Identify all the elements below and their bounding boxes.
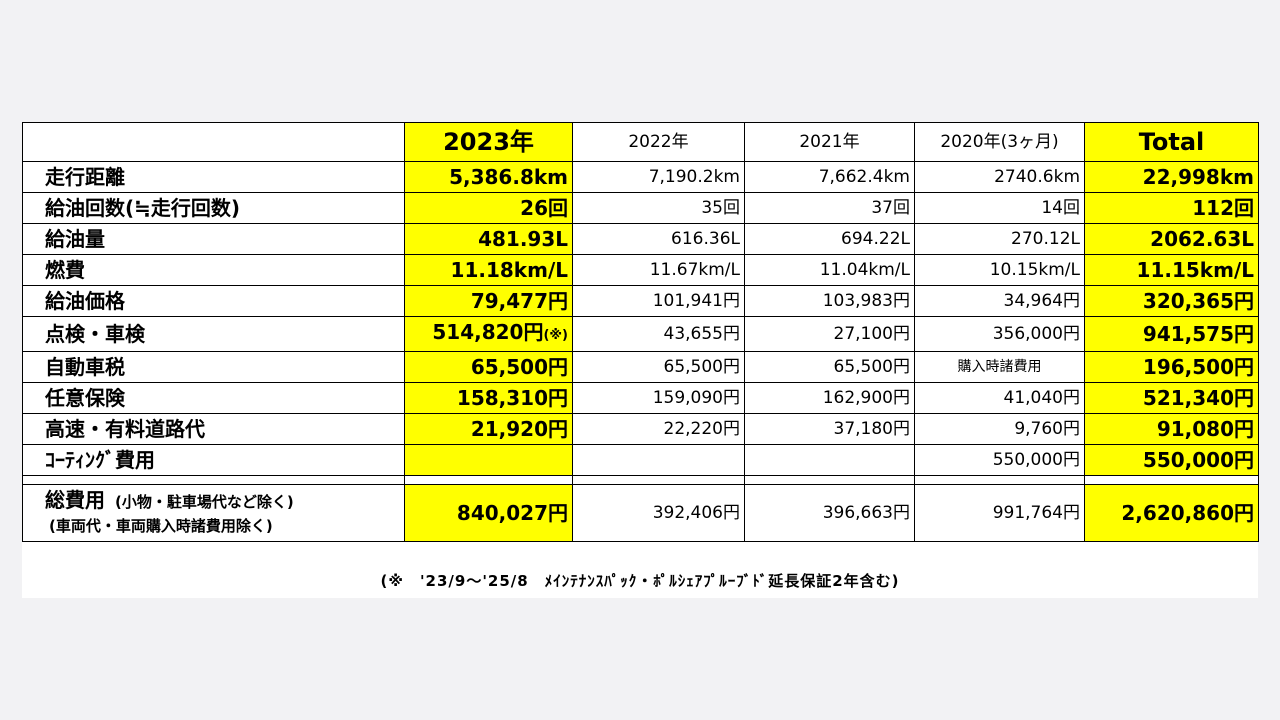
row-label: 給油回数(≒走行回数) bbox=[22, 192, 405, 224]
cell-total: 320,365円 bbox=[1084, 285, 1259, 317]
header-2020: 2020年(3ヶ月) bbox=[914, 122, 1085, 162]
cell-total: 2062.63L bbox=[1084, 223, 1259, 255]
cell-2021: 37,180円 bbox=[744, 413, 915, 445]
row-label: 走行距離 bbox=[22, 161, 405, 193]
cell-total: 22,998km bbox=[1084, 161, 1259, 193]
cell-2020: 34,964円 bbox=[914, 285, 1085, 317]
cell-2023: 514,820円(※) bbox=[404, 316, 573, 352]
cell-2023: 65,500円 bbox=[404, 351, 573, 383]
table-row: 自動車税 65,500円 65,500円 65,500円 購入時諸費用 196,500円 bbox=[22, 351, 1259, 383]
cell-2022: 11.67km/L bbox=[572, 254, 745, 286]
cell-total: 941,575円 bbox=[1084, 316, 1259, 352]
cell-total: 11.15km/L bbox=[1084, 254, 1259, 286]
cell-2022 bbox=[572, 444, 745, 476]
row-label: 自動車税 bbox=[22, 351, 405, 383]
cell-2020: 550,000円 bbox=[914, 444, 1085, 476]
cell-2020: 356,000円 bbox=[914, 316, 1085, 352]
cell-total: 112回 bbox=[1084, 192, 1259, 224]
cost-sheet: 2023年 2022年 2021年 2020年(3ヶ月) Total 走行距離 5… bbox=[22, 122, 1259, 598]
cell-2023: 5,386.8km bbox=[404, 161, 573, 193]
cell-2020: 14回 bbox=[914, 192, 1085, 224]
cell-2021: 162,900円 bbox=[744, 382, 915, 414]
cell-2023: 481.93L bbox=[404, 223, 573, 255]
cell-2021: 65,500円 bbox=[744, 351, 915, 383]
table-row: 任意保険 158,310円 159,090円 162,900円 41,040円 521,3… bbox=[22, 382, 1259, 414]
cell-2021: 37回 bbox=[744, 192, 915, 224]
cell-2022: 65,500円 bbox=[572, 351, 745, 383]
cell-2021: 694.22L bbox=[744, 223, 915, 255]
table-row: 給油回数(≒走行回数) 26回 35回 37回 14回 112回 bbox=[22, 192, 1259, 224]
table-row: ｺｰﾃｨﾝｸﾞ費用 550,000円 550,000円 bbox=[22, 444, 1259, 476]
spacer-row bbox=[22, 475, 1259, 485]
cell-2020: 10.15km/L bbox=[914, 254, 1085, 286]
cell-value: 514,820円 bbox=[432, 320, 544, 344]
row-label: ｺｰﾃｨﾝｸﾞ費用 bbox=[22, 444, 405, 476]
cell-2022: 7,190.2km bbox=[572, 161, 745, 193]
spacer-cell bbox=[914, 475, 1085, 485]
cell-2021: 27,100円 bbox=[744, 316, 915, 352]
spacer-cell bbox=[572, 475, 745, 485]
car-cost-table: 2023年 2022年 2021年 2020年(3ヶ月) Total 走行距離 5… bbox=[22, 122, 1259, 542]
summary-total: 2,620,860円 bbox=[1084, 484, 1259, 542]
cell-2020: 購入時諸費用 bbox=[914, 351, 1085, 383]
summary-2021: 396,663円 bbox=[744, 484, 915, 542]
cell-2022: 43,655円 bbox=[572, 316, 745, 352]
summary-2022: 392,406円 bbox=[572, 484, 745, 542]
cell-2022: 22,220円 bbox=[572, 413, 745, 445]
table-row: 燃費 11.18km/L 11.67km/L 11.04km/L 10.15km/L 11… bbox=[22, 254, 1259, 286]
table-row: 給油価格 79,477円 101,941円 103,983円 34,964円 320,36… bbox=[22, 285, 1259, 317]
cell-2022: 616.36L bbox=[572, 223, 745, 255]
row-label: 給油量 bbox=[22, 223, 405, 255]
cell-2020: 41,040円 bbox=[914, 382, 1085, 414]
cell-2022: 35回 bbox=[572, 192, 745, 224]
summary-2020: 991,764円 bbox=[914, 484, 1085, 542]
cell-2023: 79,477円 bbox=[404, 285, 573, 317]
cell-2022: 159,090円 bbox=[572, 382, 745, 414]
cell-2023: 21,920円 bbox=[404, 413, 573, 445]
spacer-cell bbox=[404, 475, 573, 485]
header-2023: 2023年 bbox=[404, 122, 573, 162]
cell-2020: 270.12L bbox=[914, 223, 1085, 255]
cell-total: 91,080円 bbox=[1084, 413, 1259, 445]
summary-label-sub: (小物・駐車場代など除く) bbox=[115, 493, 294, 511]
header-2021: 2021年 bbox=[744, 122, 915, 162]
spacer-cell bbox=[744, 475, 915, 485]
row-label: 点検・車検 bbox=[22, 316, 405, 352]
header-2022: 2022年 bbox=[572, 122, 745, 162]
cell-2022: 101,941円 bbox=[572, 285, 745, 317]
spacer-cell bbox=[1084, 475, 1259, 485]
summary-label-main: 総費用 bbox=[45, 488, 105, 512]
cell-2023: 26回 bbox=[404, 192, 573, 224]
table-row: 給油量 481.93L 616.36L 694.22L 270.12L 2062.63L bbox=[22, 223, 1259, 255]
row-label: 給油価格 bbox=[22, 285, 405, 317]
header-blank bbox=[22, 122, 405, 162]
header-row: 2023年 2022年 2021年 2020年(3ヶ月) Total bbox=[22, 122, 1259, 162]
summary-label-line2: (車両代・車両購入時諸費用除く) bbox=[49, 517, 273, 535]
footnote: (※ '23/9～'25/8 ﾒｲﾝﾃﾅﾝｽﾊﾟｯｸ・ﾎﾟﾙｼｪｱﾌﾟﾙｰﾌﾞﾄ… bbox=[380, 572, 900, 590]
cell-2020: 9,760円 bbox=[914, 413, 1085, 445]
table-row: 高速・有料道路代 21,920円 22,220円 37,180円 9,760円 91,08… bbox=[22, 413, 1259, 445]
cell-2023: 158,310円 bbox=[404, 382, 573, 414]
cell-2023 bbox=[404, 444, 573, 476]
cell-2021 bbox=[744, 444, 915, 476]
table-row: 走行距離 5,386.8km 7,190.2km 7,662.4km 2740.6km 2… bbox=[22, 161, 1259, 193]
summary-label: 総費用 (小物・駐車場代など除く) (車両代・車両購入時諸費用除く) bbox=[22, 484, 405, 542]
cell-2023: 11.18km/L bbox=[404, 254, 573, 286]
header-total: Total bbox=[1084, 122, 1259, 162]
cell-2020: 2740.6km bbox=[914, 161, 1085, 193]
cell-total: 521,340円 bbox=[1084, 382, 1259, 414]
cell-2021: 7,662.4km bbox=[744, 161, 915, 193]
row-label: 任意保険 bbox=[22, 382, 405, 414]
cell-total: 550,000円 bbox=[1084, 444, 1259, 476]
summary-row: 総費用 (小物・駐車場代など除く) (車両代・車両購入時諸費用除く) 840,027円… bbox=[22, 484, 1259, 542]
summary-2023: 840,027円 bbox=[404, 484, 573, 542]
cell-2021: 11.04km/L bbox=[744, 254, 915, 286]
cell-2021: 103,983円 bbox=[744, 285, 915, 317]
row-label: 高速・有料道路代 bbox=[22, 413, 405, 445]
table-row: 点検・車検 514,820円(※) 43,655円 27,100円 356,000円 94… bbox=[22, 316, 1259, 352]
note-mark: (※) bbox=[543, 328, 568, 343]
row-label: 燃費 bbox=[22, 254, 405, 286]
cell-total: 196,500円 bbox=[1084, 351, 1259, 383]
spacer-cell bbox=[22, 475, 405, 485]
